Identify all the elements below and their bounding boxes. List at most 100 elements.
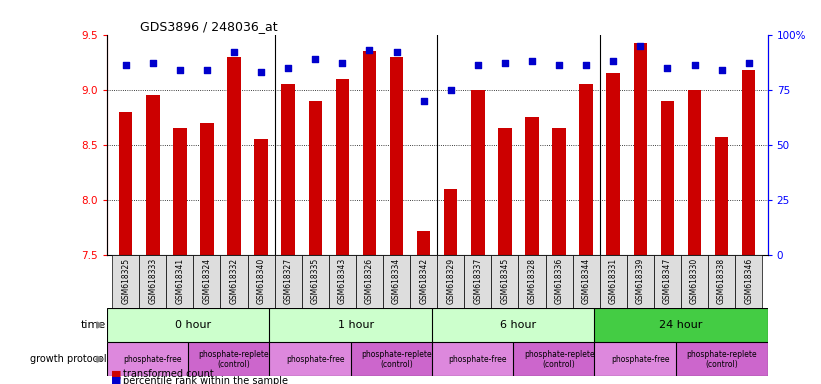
Text: GSM618335: GSM618335 xyxy=(311,258,320,304)
Text: phosphate-replete
(control): phosphate-replete (control) xyxy=(524,349,594,369)
Point xyxy=(553,63,566,69)
FancyBboxPatch shape xyxy=(107,342,199,376)
Point xyxy=(363,47,376,53)
Bar xyxy=(119,112,132,255)
FancyBboxPatch shape xyxy=(626,255,654,308)
FancyBboxPatch shape xyxy=(464,255,491,308)
FancyBboxPatch shape xyxy=(112,255,140,308)
Point xyxy=(634,43,647,49)
FancyBboxPatch shape xyxy=(269,342,361,376)
Text: phosphate-replete
(control): phosphate-replete (control) xyxy=(686,349,757,369)
Text: 1 hour: 1 hour xyxy=(338,320,374,330)
Text: 6 hour: 6 hour xyxy=(500,320,536,330)
Bar xyxy=(688,90,701,255)
FancyBboxPatch shape xyxy=(302,255,329,308)
FancyBboxPatch shape xyxy=(572,255,599,308)
Text: ■: ■ xyxy=(111,369,122,379)
Bar xyxy=(336,79,349,255)
FancyBboxPatch shape xyxy=(545,255,572,308)
Point xyxy=(200,67,213,73)
FancyBboxPatch shape xyxy=(269,308,443,342)
Point xyxy=(227,49,241,55)
Text: GSM618345: GSM618345 xyxy=(500,258,509,304)
FancyBboxPatch shape xyxy=(194,255,221,308)
Point xyxy=(471,63,484,69)
Text: ■: ■ xyxy=(111,376,122,384)
Point xyxy=(390,49,403,55)
Text: GSM618344: GSM618344 xyxy=(581,258,590,304)
Text: GSM618324: GSM618324 xyxy=(203,258,212,304)
Text: GSM618332: GSM618332 xyxy=(230,258,239,304)
Point xyxy=(742,60,755,66)
Text: growth protocol: growth protocol xyxy=(30,354,106,364)
Text: GSM618343: GSM618343 xyxy=(338,258,347,304)
Text: GSM618329: GSM618329 xyxy=(447,258,455,304)
FancyBboxPatch shape xyxy=(107,308,280,342)
FancyBboxPatch shape xyxy=(676,342,768,376)
FancyBboxPatch shape xyxy=(599,255,626,308)
Point xyxy=(282,65,295,71)
Text: GSM618336: GSM618336 xyxy=(554,258,563,304)
FancyBboxPatch shape xyxy=(356,255,383,308)
Point xyxy=(498,60,511,66)
Text: GSM618339: GSM618339 xyxy=(635,258,644,304)
Point xyxy=(444,87,457,93)
Bar xyxy=(715,137,728,255)
FancyBboxPatch shape xyxy=(491,255,518,308)
Bar xyxy=(309,101,322,255)
FancyBboxPatch shape xyxy=(221,255,248,308)
FancyBboxPatch shape xyxy=(681,255,708,308)
Point xyxy=(607,58,620,64)
Bar xyxy=(390,57,403,255)
FancyBboxPatch shape xyxy=(438,255,464,308)
Text: percentile rank within the sample: percentile rank within the sample xyxy=(123,376,288,384)
Text: GSM618325: GSM618325 xyxy=(122,258,131,304)
Point xyxy=(661,65,674,71)
Text: GSM618341: GSM618341 xyxy=(176,258,185,304)
FancyBboxPatch shape xyxy=(383,255,410,308)
Bar xyxy=(200,123,213,255)
Text: GSM618327: GSM618327 xyxy=(284,258,293,304)
Point xyxy=(336,60,349,66)
FancyBboxPatch shape xyxy=(432,342,524,376)
Text: GSM618331: GSM618331 xyxy=(608,258,617,304)
Bar xyxy=(255,139,268,255)
Bar xyxy=(227,57,241,255)
Bar xyxy=(173,128,186,255)
Text: GSM618340: GSM618340 xyxy=(257,258,266,304)
Text: phosphate-free: phosphate-free xyxy=(611,355,670,364)
Text: GSM618334: GSM618334 xyxy=(392,258,401,304)
Point xyxy=(146,60,159,66)
Text: GDS3896 / 248036_at: GDS3896 / 248036_at xyxy=(140,20,277,33)
Text: transformed count: transformed count xyxy=(123,369,214,379)
Bar xyxy=(417,231,430,255)
Bar xyxy=(471,90,484,255)
Point xyxy=(688,63,701,69)
Point xyxy=(173,67,186,73)
Text: GSM618326: GSM618326 xyxy=(365,258,374,304)
Text: phosphate-free: phosphate-free xyxy=(286,355,345,364)
Point xyxy=(309,56,322,62)
Bar xyxy=(363,51,376,255)
Text: GSM618330: GSM618330 xyxy=(690,258,699,304)
Text: GSM618346: GSM618346 xyxy=(744,258,753,304)
Bar xyxy=(525,118,539,255)
Bar xyxy=(498,128,511,255)
FancyBboxPatch shape xyxy=(140,255,167,308)
Text: phosphate-replete
(control): phosphate-replete (control) xyxy=(199,349,269,369)
FancyBboxPatch shape xyxy=(188,342,280,376)
FancyBboxPatch shape xyxy=(654,255,681,308)
FancyBboxPatch shape xyxy=(351,342,443,376)
Point xyxy=(715,67,728,73)
Point xyxy=(525,58,539,64)
Bar xyxy=(444,189,457,255)
Bar xyxy=(661,101,674,255)
FancyBboxPatch shape xyxy=(410,255,438,308)
FancyBboxPatch shape xyxy=(594,342,686,376)
FancyBboxPatch shape xyxy=(735,255,762,308)
FancyBboxPatch shape xyxy=(275,255,302,308)
Text: time: time xyxy=(81,320,106,330)
Point xyxy=(580,63,593,69)
Text: GSM618333: GSM618333 xyxy=(149,258,158,304)
Text: GSM618337: GSM618337 xyxy=(474,258,482,304)
